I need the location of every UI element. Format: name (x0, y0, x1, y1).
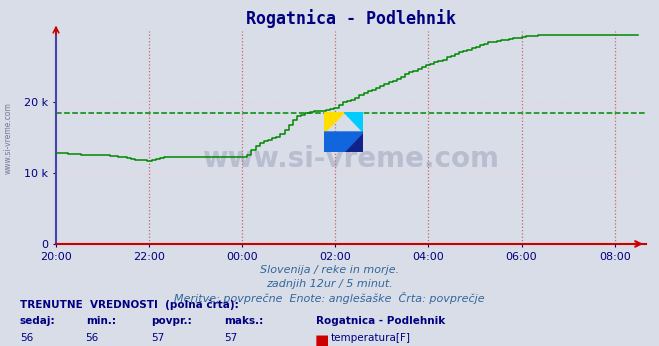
Text: min.:: min.: (86, 316, 116, 326)
Title: Rogatnica - Podlehnik: Rogatnica - Podlehnik (246, 9, 456, 28)
Text: 56: 56 (86, 333, 99, 343)
Text: www.si-vreme.com: www.si-vreme.com (3, 102, 13, 174)
Text: povpr.:: povpr.: (152, 316, 192, 326)
Polygon shape (324, 132, 363, 153)
Text: 56: 56 (20, 333, 33, 343)
Text: maks.:: maks.: (224, 316, 264, 326)
Text: 57: 57 (152, 333, 165, 343)
Text: www.si-vreme.com: www.si-vreme.com (202, 145, 500, 173)
Text: Rogatnica - Podlehnik: Rogatnica - Podlehnik (316, 316, 445, 326)
Text: 57: 57 (224, 333, 237, 343)
Polygon shape (344, 111, 363, 132)
Text: ■: ■ (315, 333, 330, 346)
Text: temperatura[F]: temperatura[F] (331, 333, 411, 343)
Polygon shape (324, 111, 344, 132)
Text: zadnjih 12ur / 5 minut.: zadnjih 12ur / 5 minut. (266, 279, 393, 289)
Text: Slovenija / reke in morje.: Slovenija / reke in morje. (260, 265, 399, 275)
Text: TRENUTNE  VREDNOSTI  (polna črta):: TRENUTNE VREDNOSTI (polna črta): (20, 299, 239, 310)
Polygon shape (344, 132, 363, 153)
Text: Meritve: povprečne  Enote: anglešaške  Črta: povprečje: Meritve: povprečne Enote: anglešaške Črt… (174, 292, 485, 304)
Text: sedaj:: sedaj: (20, 316, 55, 326)
